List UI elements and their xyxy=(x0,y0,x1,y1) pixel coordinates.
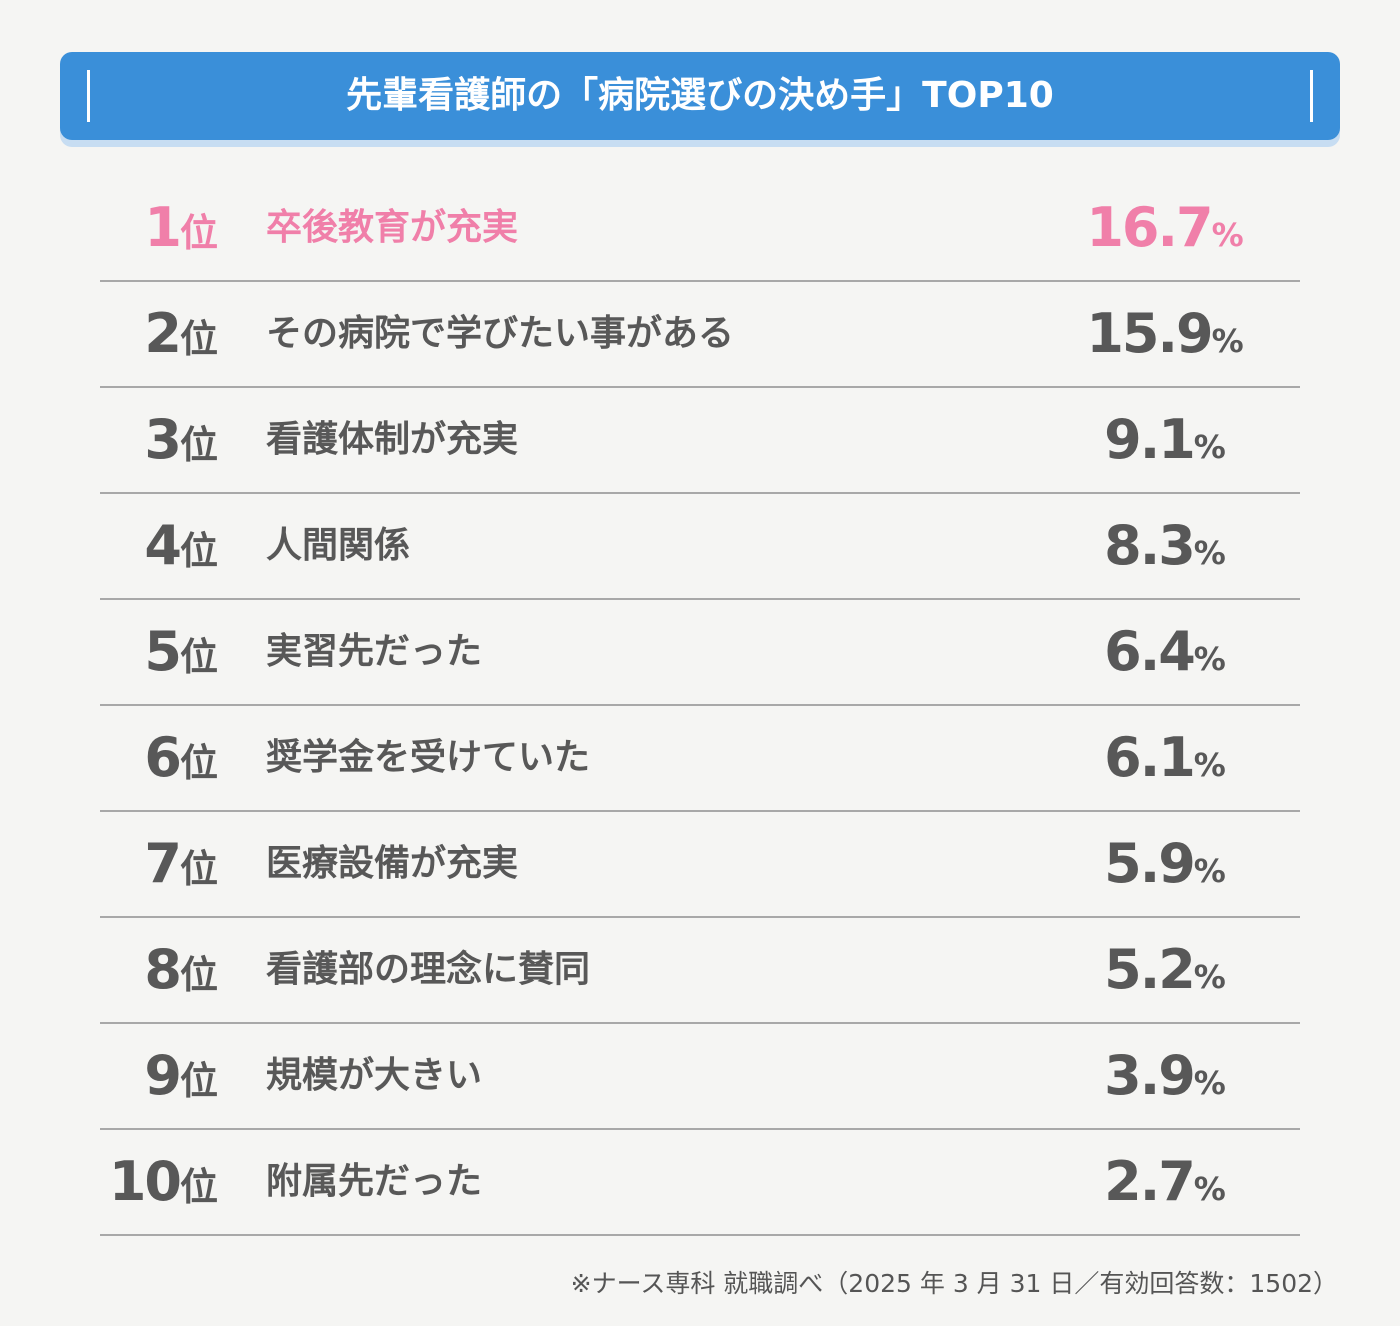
percentage: 15.9% xyxy=(1060,282,1270,399)
reason-label: 実習先だった xyxy=(266,631,483,672)
reason-label: 看護体制が充実 xyxy=(266,419,519,460)
percentage-unit: % xyxy=(1211,216,1244,254)
rank-suffix: 位 xyxy=(179,1165,218,1209)
reason-label: 卒後教育が充実 xyxy=(266,207,519,248)
ranking-row: 3位 看護体制が充実 9.1% xyxy=(100,388,1300,494)
header: 先輩看護師の「病院選びの決め手」TOP10 xyxy=(60,52,1340,140)
percentage: 2.7% xyxy=(1060,1130,1270,1247)
reason-label: 看護部の理念に賛同 xyxy=(266,949,591,990)
percentage: 6.1% xyxy=(1060,706,1270,823)
ranking-row: 9位 規模が大きい 3.9% xyxy=(100,1024,1300,1130)
rank: 4位 xyxy=(144,494,218,611)
rank: 10位 xyxy=(109,1130,218,1247)
rank: 7位 xyxy=(144,812,218,929)
percentage-unit: % xyxy=(1211,322,1244,360)
rank: 5位 xyxy=(144,600,218,717)
reason-label: 医療設備が充実 xyxy=(266,843,519,884)
rank: 9位 xyxy=(144,1024,218,1141)
percentage: 5.2% xyxy=(1060,918,1270,1035)
percentage-value: 9.1 xyxy=(1104,408,1196,471)
percentage: 6.4% xyxy=(1060,600,1270,717)
ranking-row: 10位 附属先だった 2.7% xyxy=(100,1130,1300,1236)
rank-number: 6 xyxy=(144,726,182,789)
rank-suffix: 位 xyxy=(179,741,218,785)
reason-label: 規模が大きい xyxy=(266,1055,483,1096)
percentage: 16.7% xyxy=(1060,176,1270,293)
header-bar xyxy=(1310,70,1313,122)
rank-suffix: 位 xyxy=(179,1059,218,1103)
ranking-row: 4位 人間関係 8.3% xyxy=(100,494,1300,600)
ranking-row: 7位 医療設備が充実 5.9% xyxy=(100,812,1300,918)
rank-suffix: 位 xyxy=(179,529,218,573)
rank: 3位 xyxy=(144,388,218,505)
rank-number: 3 xyxy=(144,408,182,471)
ranking-row: 1位 卒後教育が充実 16.7% xyxy=(100,176,1300,282)
rank-number: 9 xyxy=(144,1044,182,1107)
percentage-unit: % xyxy=(1193,640,1226,678)
percentage-value: 15.9 xyxy=(1086,302,1213,365)
percentage-value: 6.1 xyxy=(1104,726,1196,789)
rank-suffix: 位 xyxy=(179,211,218,255)
rank-number: 4 xyxy=(144,514,182,577)
rank-suffix: 位 xyxy=(179,953,218,997)
reason-label: その病院で学びたい事がある xyxy=(266,313,735,354)
percentage-unit: % xyxy=(1193,428,1226,466)
title: 先輩看護師の「病院選びの決め手」TOP10 xyxy=(346,75,1054,116)
rank-number: 7 xyxy=(144,832,182,895)
percentage-value: 2.7 xyxy=(1104,1150,1196,1213)
percentage-unit: % xyxy=(1193,1064,1226,1102)
percentage-value: 8.3 xyxy=(1104,514,1196,577)
rank: 8位 xyxy=(144,918,218,1035)
percentage-unit: % xyxy=(1193,852,1226,890)
percentage-unit: % xyxy=(1193,958,1226,996)
rank-number: 8 xyxy=(144,938,182,1001)
percentage-value: 6.4 xyxy=(1104,620,1196,683)
rank-suffix: 位 xyxy=(179,847,218,891)
rank: 1位 xyxy=(144,176,218,293)
percentage-value: 3.9 xyxy=(1104,1044,1196,1107)
rank-number: 5 xyxy=(144,620,182,683)
rank-number: 10 xyxy=(108,1150,182,1213)
percentage-unit: % xyxy=(1193,746,1226,784)
rank: 2位 xyxy=(144,282,218,399)
ranking-list: 1位 卒後教育が充実 16.7% 2位 その病院で学びたい事がある 15.9% 3位 看護体制… xyxy=(100,176,1300,1236)
percentage-value: 5.2 xyxy=(1104,938,1196,1001)
percentage-unit: % xyxy=(1193,1170,1226,1208)
footnote: ※ナース専科 就職調べ（2025 年 3 月 31 日／有効回答数：1502） xyxy=(570,1269,1338,1298)
rank-suffix: 位 xyxy=(179,317,218,361)
percentage-unit: % xyxy=(1193,534,1226,572)
percentage: 3.9% xyxy=(1060,1024,1270,1141)
rank-suffix: 位 xyxy=(179,635,218,679)
rank: 6位 xyxy=(144,706,218,823)
ranking-row: 5位 実習先だった 6.4% xyxy=(100,600,1300,706)
percentage: 8.3% xyxy=(1060,494,1270,611)
percentage: 9.1% xyxy=(1060,388,1270,505)
percentage: 5.9% xyxy=(1060,812,1270,929)
ranking-row: 8位 看護部の理念に賛同 5.2% xyxy=(100,918,1300,1024)
rank-number: 2 xyxy=(144,302,182,365)
ranking-row: 6位 奨学金を受けていた 6.1% xyxy=(100,706,1300,812)
reason-label: 奨学金を受けていた xyxy=(266,737,591,778)
percentage-value: 16.7 xyxy=(1086,196,1213,259)
ranking-row: 2位 その病院で学びたい事がある 15.9% xyxy=(100,282,1300,388)
reason-label: 人間関係 xyxy=(266,525,411,566)
rank-number: 1 xyxy=(144,196,182,259)
header-bar xyxy=(87,70,90,122)
rank-suffix: 位 xyxy=(179,423,218,467)
percentage-value: 5.9 xyxy=(1104,832,1196,895)
reason-label: 附属先だった xyxy=(266,1161,483,1202)
